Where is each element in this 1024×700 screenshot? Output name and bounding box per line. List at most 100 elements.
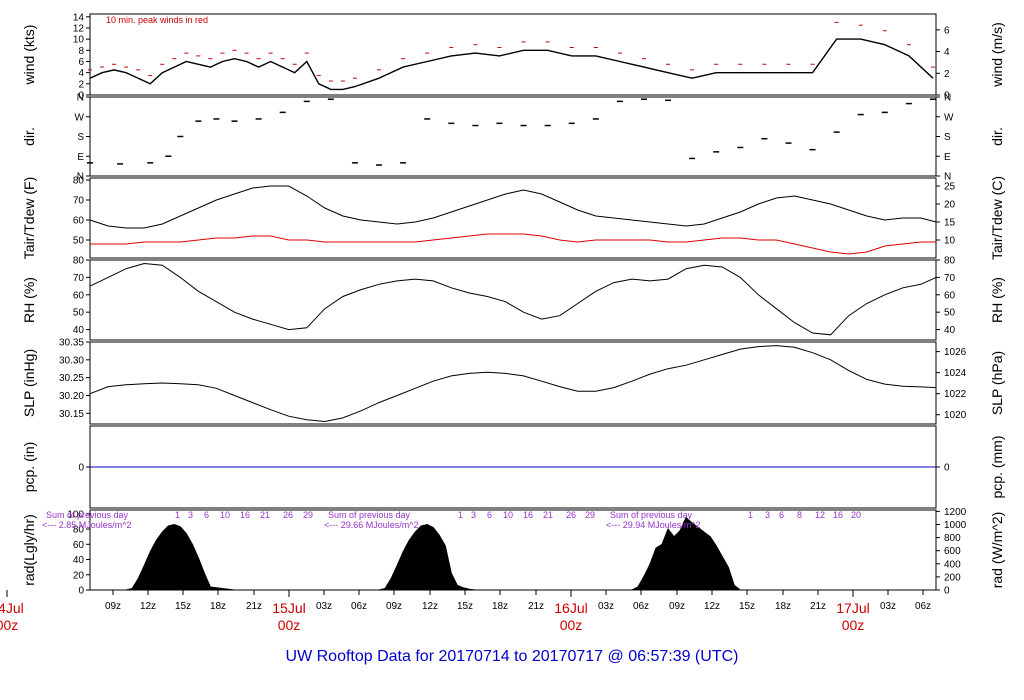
ytick-label-radiation: 100 [67, 509, 84, 520]
solar-hour-label: 21 [543, 510, 553, 520]
ytick-right-label-temperature: 10 [944, 236, 956, 247]
solar-hour-label: 8 [797, 510, 802, 520]
solar-hour-label: 26 [566, 510, 576, 520]
ytick-right-label-direction: N [944, 172, 951, 183]
ytick-label-radiation: 80 [73, 525, 85, 536]
solar-hour-label: 3 [765, 510, 770, 520]
ytick-label-radiation: 20 [73, 570, 85, 581]
solar-hour-label: 16 [833, 510, 843, 520]
ytick-label-humidity: 80 [73, 256, 85, 267]
xtick-label: 12z [704, 601, 720, 612]
ytick-right-label-pressure: 1022 [944, 389, 967, 400]
ylabel-right-pressure: SLP (hPa) [989, 351, 1005, 415]
ytick-label-temperature: 50 [73, 236, 85, 247]
ylabel-direction: dir. [21, 127, 37, 146]
ytick-label-wind: 10 [73, 35, 85, 46]
radiation-area [90, 516, 936, 591]
solar-hour-label: 10 [503, 510, 513, 520]
daily-sum-value: <--- 29.66 MJoules/m^2 [324, 520, 419, 530]
ytick-right-label-temperature: 20 [944, 200, 956, 211]
ylabel-precipitation: pcp. (in) [21, 442, 37, 493]
solar-hour-label: 20 [851, 510, 861, 520]
ytick-label-wind: 8 [78, 46, 84, 57]
ytick-right-label-humidity: 60 [944, 290, 956, 301]
xtick-label: 15z [457, 601, 473, 612]
xtick-label: 21z [528, 601, 544, 612]
ytick-right-label-humidity: 40 [944, 325, 956, 336]
ytick-right-label-direction: S [944, 132, 951, 143]
xtick-label: 15z [739, 601, 755, 612]
ytick-right-label-wind: 2 [944, 69, 950, 80]
ytick-label-pressure: 30.35 [59, 338, 84, 349]
day-label-time: 00z [560, 617, 583, 633]
ytick-right-label-radiation: 1200 [944, 507, 967, 518]
ytick-label-radiation: 0 [78, 586, 84, 597]
ytick-label-pressure: 30.30 [59, 355, 84, 366]
ylabel-right-radiation: rad (W/m^2) [989, 512, 1005, 589]
sum-previous-day-label: Sum of previous day [46, 510, 129, 520]
xtick-label: 09z [669, 601, 685, 612]
series-line-temperature-1 [90, 233, 936, 255]
daily-sum-value: <--- 29.94 MJoules/m^2 [606, 520, 701, 530]
solar-hour-label: 6 [779, 510, 784, 520]
xtick-label: 18z [492, 601, 508, 612]
ytick-right-label-wind: 4 [944, 47, 950, 58]
ylabel-temperature: Tair/Tdew (F) [21, 177, 37, 259]
ytick-label-temperature: 70 [73, 196, 85, 207]
ylabel-wind: wind (kts) [21, 25, 37, 86]
ytick-label-direction: N [77, 172, 84, 183]
day-label: 14Jul [0, 600, 24, 616]
solar-hour-label: 26 [283, 510, 293, 520]
day-label: 17Jul [836, 600, 869, 616]
panel-frame-radiation [89, 509, 937, 591]
ytick-right-label-pressure: 1026 [944, 347, 967, 358]
ytick-right-label-radiation: 0 [944, 586, 950, 597]
xtick-label: 06z [915, 601, 931, 612]
day-label-time: 00z [842, 617, 865, 633]
solar-hour-label: 6 [204, 510, 209, 520]
panel-frame-humidity [89, 259, 937, 341]
ytick-right-label-pressure: 1020 [944, 410, 967, 421]
sum-previous-day-label: Sum of previous day [328, 510, 411, 520]
xtick-label: 18z [775, 601, 791, 612]
solar-hour-label: 16 [523, 510, 533, 520]
ytick-right-label-direction: E [944, 152, 951, 163]
ytick-right-label-pressure: 1024 [944, 368, 967, 379]
day-label-time: 00z [278, 617, 301, 633]
ytick-label-pressure: 30.15 [59, 409, 84, 420]
xtick-label: 03z [880, 601, 896, 612]
ylabel-radiation: rad(Lgly/hr) [21, 514, 37, 586]
ytick-label-direction: E [77, 152, 84, 163]
ytick-right-label-radiation: 200 [944, 572, 961, 583]
peak-wind-note: 10 min. peak winds in red [106, 15, 208, 25]
ytick-label-precipitation: 0 [78, 463, 84, 474]
daily-sum-value: <--- 2.85 MJoules/m^2 [42, 520, 132, 530]
xtick-label: 03z [316, 601, 332, 612]
xtick-label: 06z [633, 601, 649, 612]
ylabel-right-temperature: Tair/Tdew (C) [989, 176, 1005, 260]
ylabel-right-precipitation: pcp. (mm) [989, 436, 1005, 499]
ytick-right-label-humidity: 50 [944, 308, 956, 319]
ytick-label-temperature: 60 [73, 216, 85, 227]
ytick-label-wind: 4 [78, 68, 84, 79]
ytick-right-label-temperature: 15 [944, 218, 956, 229]
xtick-label: 03z [598, 601, 614, 612]
ytick-label-temperature: 80 [73, 176, 85, 187]
ytick-right-label-temperature: 25 [944, 182, 956, 193]
panel-frame-direction [89, 96, 937, 177]
ytick-right-label-wind: 6 [944, 25, 950, 36]
ylabel-right-direction: dir. [989, 127, 1005, 146]
ytick-label-wind: 14 [73, 12, 85, 23]
panel-frame-pressure [89, 341, 937, 425]
ytick-label-wind: 12 [73, 23, 85, 34]
ytick-label-wind: 6 [78, 57, 84, 68]
ytick-right-label-radiation: 400 [944, 559, 961, 570]
ytick-right-label-humidity: 70 [944, 273, 956, 284]
xtick-label: 21z [810, 601, 826, 612]
solar-hour-label: 10 [220, 510, 230, 520]
ytick-label-humidity: 40 [73, 325, 85, 336]
panel-frame-wind [89, 13, 937, 96]
sum-previous-day-label: Sum of previous day [610, 510, 693, 520]
solar-hour-label: 3 [188, 510, 193, 520]
